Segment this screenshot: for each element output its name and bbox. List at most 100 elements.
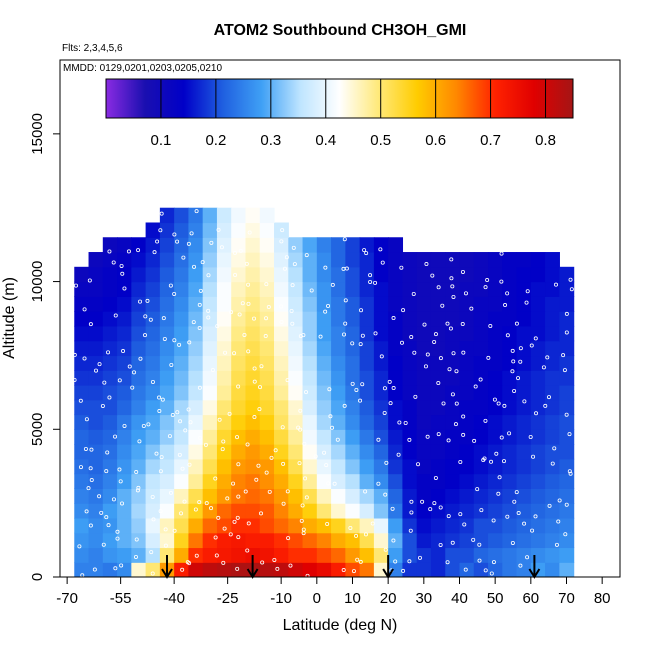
curtain-cell — [117, 562, 132, 577]
sample-point — [479, 508, 484, 513]
curtain-cell — [216, 252, 232, 268]
curtain-cell — [74, 547, 90, 563]
sample-point — [489, 571, 494, 576]
curtain-cell — [388, 340, 404, 357]
curtain-cell — [245, 517, 261, 534]
curtain-cell — [488, 414, 503, 430]
curtain-cell — [359, 503, 375, 519]
curtain-cell — [274, 355, 289, 371]
sample-point — [236, 462, 241, 467]
curtain-cell — [402, 562, 418, 577]
sample-point — [177, 452, 182, 457]
curtain-cell — [416, 296, 432, 312]
sample-point — [561, 353, 566, 358]
curtain-cell — [402, 444, 418, 460]
curtain-cell — [345, 340, 361, 357]
curtain-cell — [216, 340, 232, 357]
curtain-cell — [259, 444, 275, 460]
curtain-cell — [274, 296, 289, 312]
curtain-cell — [188, 547, 204, 563]
x-tick-label: 80 — [594, 590, 611, 607]
sample-point — [159, 455, 164, 460]
curtain-cell — [373, 517, 389, 534]
curtain-cell — [445, 340, 461, 357]
curtain-cell — [388, 473, 404, 489]
curtain-cell — [174, 399, 190, 416]
curtain-cell — [216, 517, 232, 534]
curtain-cell — [288, 547, 304, 563]
curtain-cell — [216, 370, 232, 386]
curtain-cell — [373, 281, 389, 297]
curtain-cell — [345, 414, 361, 430]
curtain-cell — [302, 399, 318, 416]
curtain-cell — [88, 281, 104, 297]
colorbar-tick-label: 0.4 — [315, 132, 336, 149]
curtain-cell — [316, 503, 332, 519]
sample-point — [158, 509, 163, 514]
curtain-cell — [202, 281, 218, 297]
curtain-cell — [259, 340, 275, 357]
curtain-cell — [288, 399, 304, 416]
curtain-cell — [345, 444, 361, 460]
curtain-cell — [331, 252, 346, 268]
curtain-cell — [331, 370, 346, 386]
curtain-cell — [516, 532, 532, 549]
curtain-cell — [331, 384, 346, 401]
curtain-cell — [345, 503, 361, 519]
curtain-cell — [145, 384, 161, 401]
curtain-cell — [316, 399, 332, 416]
sample-point — [446, 514, 451, 519]
sample-point — [285, 489, 290, 494]
curtain-cell — [559, 355, 575, 371]
curtain-cell — [530, 399, 546, 416]
sample-point — [150, 571, 155, 576]
curtain-cell — [245, 222, 261, 238]
curtain-cell — [274, 488, 289, 504]
curtain-cell — [373, 547, 389, 563]
sample-points — [72, 209, 574, 577]
curtain-cell — [159, 399, 175, 416]
curtain-cell — [174, 384, 190, 401]
sample-point — [554, 542, 559, 547]
curtain-cell — [302, 281, 318, 297]
sample-point — [454, 401, 459, 406]
curtain-cell — [259, 488, 275, 504]
curtain-cell — [88, 444, 104, 460]
curtain-cell — [288, 340, 304, 357]
sample-point — [411, 291, 416, 296]
sample-point — [172, 291, 177, 296]
sample-point — [409, 499, 414, 504]
sample-point — [180, 567, 185, 572]
curtain-cell — [259, 414, 275, 430]
curtain-cell — [202, 311, 218, 327]
sample-point — [380, 260, 385, 265]
curtain-cell — [88, 296, 104, 312]
curtain-cell — [245, 370, 261, 386]
sample-point — [342, 403, 347, 408]
curtain-cell — [445, 547, 461, 563]
curtain-cell — [488, 266, 503, 283]
curtain-cell — [202, 414, 218, 430]
sample-point — [122, 286, 127, 291]
curtain-cell — [174, 444, 190, 460]
sample-point — [378, 247, 383, 252]
sample-point — [219, 245, 224, 250]
curtain-cell — [145, 473, 161, 489]
sample-point — [122, 423, 127, 428]
sample-point — [100, 403, 105, 408]
y-tick-label: 15000 — [29, 113, 46, 155]
curtain-cell — [202, 562, 218, 577]
curtain-cell — [388, 414, 404, 430]
curtain-cell — [131, 488, 147, 504]
sample-point — [235, 515, 240, 520]
curtain-cell — [459, 296, 475, 312]
curtain-cell — [530, 311, 546, 327]
curtain-cell — [302, 414, 318, 430]
sample-point — [259, 511, 264, 516]
y-tick-label: 10000 — [29, 261, 46, 303]
curtain-cell — [430, 252, 446, 268]
curtain-cell — [174, 547, 190, 563]
curtain-cell — [231, 473, 247, 489]
sample-point — [159, 211, 164, 216]
curtain-cell — [174, 517, 190, 534]
